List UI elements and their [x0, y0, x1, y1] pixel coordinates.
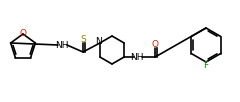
Text: NH: NH — [55, 40, 69, 49]
Text: NH: NH — [130, 53, 144, 62]
Text: O: O — [19, 29, 26, 38]
Text: S: S — [80, 35, 86, 44]
Text: O: O — [152, 40, 159, 49]
Text: N: N — [96, 38, 102, 47]
Text: F: F — [204, 62, 209, 70]
